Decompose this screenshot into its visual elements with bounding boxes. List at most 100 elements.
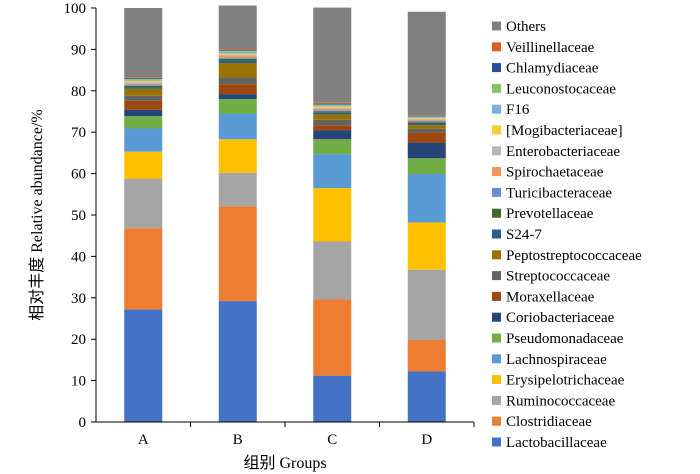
y-axis-title: 相对丰度 Relative abundance/% bbox=[28, 109, 46, 321]
legend-label: Prevotellaceae bbox=[506, 206, 594, 222]
legend-swatch bbox=[492, 208, 501, 218]
bar-segment-d-s24-7 bbox=[407, 123, 446, 126]
bar-segment-b-s24-7 bbox=[218, 60, 257, 64]
x-tick-label-b: B bbox=[233, 432, 243, 448]
bar-segment-d-streptococcaceae bbox=[407, 128, 446, 133]
legend-label: Pseudomonadaceae bbox=[506, 331, 624, 347]
legend-label: Enterobacteriaceae bbox=[506, 144, 620, 160]
y-tick-label: 70 bbox=[71, 125, 86, 141]
bar-segment-a-moraxellaceae bbox=[124, 100, 163, 110]
bar-segment-d-moraxellaceae bbox=[407, 132, 446, 143]
bar-segment-a-lachnospiraceae bbox=[124, 128, 163, 152]
bar-segment-b-turicibacteraceae bbox=[218, 57, 257, 59]
bar-segment-a-prevotellaceae bbox=[124, 85, 163, 88]
bar-segment-c-coriobacteriaceae bbox=[313, 130, 352, 140]
y-tick-label: 0 bbox=[79, 415, 87, 431]
bar-segment-c-others bbox=[313, 7, 352, 103]
bar-segment-a-lactobacillaceae bbox=[124, 309, 163, 422]
bar-segment-a-pseudomonadaceae bbox=[124, 116, 163, 129]
legend-label: Veillinellaceae bbox=[506, 40, 595, 56]
bar-segment-b-veillinellaceae bbox=[218, 48, 257, 50]
legend: Others Veillinellaceae Chlamydiaceae Leucon… bbox=[492, 19, 642, 451]
x-ticks: A B C D bbox=[138, 422, 475, 448]
legend-swatch bbox=[492, 187, 501, 197]
legend-swatch bbox=[492, 167, 501, 177]
bar-segment-a-f16 bbox=[124, 79, 163, 81]
bar-segment-a-peptostreptococcaceae bbox=[124, 88, 163, 96]
y-tick-label: 20 bbox=[71, 332, 86, 348]
bar-segment-a-turicibacteraceae bbox=[124, 84, 163, 86]
bar-segment-a-spirochaetaceae bbox=[124, 83, 163, 85]
bar-segment-a-coriobacteriaceae bbox=[124, 109, 163, 117]
legend-swatch bbox=[492, 354, 501, 364]
bar-segment-a-ruminococcaceae bbox=[124, 178, 163, 229]
bar-segment-b-lachnospiraceae bbox=[218, 113, 257, 140]
bar-segment-b-prevotellaceae bbox=[218, 58, 257, 61]
bar-segment-b-mogibacteriaceae bbox=[218, 53, 257, 55]
bar-segment-c-prevotellaceae bbox=[313, 111, 352, 113]
legend-swatch bbox=[492, 21, 501, 31]
legend-label: Ruminococcaceae bbox=[506, 393, 615, 409]
legend-swatch bbox=[492, 83, 501, 93]
bar-segment-a-streptococcaceae bbox=[124, 95, 163, 101]
bar-segment-a-enterobacteriaceae bbox=[124, 82, 163, 84]
bar-segment-c-chlamydiaceae bbox=[313, 103, 352, 105]
legend-swatch bbox=[492, 125, 501, 135]
bar-segment-d-f16 bbox=[407, 117, 446, 119]
bar-segment-a-chlamydiaceae bbox=[124, 77, 163, 79]
bar-segment-d-spirochaetaceae bbox=[407, 119, 446, 122]
y-tick-label: 60 bbox=[71, 167, 86, 183]
bar-segment-c-ruminococcaceae bbox=[313, 241, 352, 300]
legend-swatch bbox=[492, 42, 501, 52]
bar-segment-c-lactobacillaceae bbox=[313, 375, 352, 422]
legend-swatch bbox=[492, 250, 501, 260]
legend-label: Erysipelotrichaceae bbox=[506, 373, 625, 389]
x-axis-title: 组别 Groups bbox=[243, 454, 326, 472]
legend-swatch bbox=[492, 416, 501, 426]
legend-label: Lachnospiraceae bbox=[506, 352, 607, 368]
legend-label: Coriobacteriaceae bbox=[506, 310, 615, 326]
bar-segment-d-coriobacteriaceae bbox=[407, 142, 446, 159]
bar-segment-b-leuconostocaceae bbox=[218, 50, 257, 52]
bar-segment-d-turicibacteraceae bbox=[407, 121, 446, 123]
legend-label: Clostridiaceae bbox=[506, 414, 592, 430]
legend-swatch bbox=[492, 395, 501, 405]
bar-segment-c-erysipelotrichaceae bbox=[313, 188, 352, 242]
bar-segment-d-pseudomonadaceae bbox=[407, 158, 446, 175]
bar-segment-c-streptococcaceae bbox=[313, 119, 352, 126]
bar-segment-b-peptostreptococcaceae bbox=[218, 63, 257, 78]
legend-label: Streptococcaceae bbox=[506, 269, 610, 285]
bar-segment-d-lachnospiraceae bbox=[407, 174, 446, 223]
bar-segment-b-others bbox=[218, 5, 257, 49]
legend-label: Leuconostocaceae bbox=[506, 81, 616, 97]
bar-segment-a-erysipelotrichaceae bbox=[124, 151, 163, 179]
legend-label: Lactobacillaceae bbox=[506, 435, 607, 451]
bar-segment-b-spirochaetaceae bbox=[218, 56, 257, 58]
bar-segment-b-chlamydiaceae bbox=[218, 49, 257, 51]
bar-segment-c-spirochaetaceae bbox=[313, 109, 352, 111]
bar-segment-d-lactobacillaceae bbox=[407, 371, 446, 422]
y-tick-label: 90 bbox=[71, 42, 86, 58]
legend-label: Peptostreptococcaceae bbox=[506, 248, 642, 264]
legend-swatch bbox=[492, 333, 501, 343]
bar-segment-b-moraxellaceae bbox=[218, 84, 257, 95]
x-tick-label-d: D bbox=[421, 432, 432, 448]
y-ticks: 0 10 20 30 40 50 60 70 80 90 100 bbox=[64, 1, 96, 431]
bar-segment-c-s24-7 bbox=[313, 112, 352, 115]
legend-swatch bbox=[492, 312, 501, 322]
bar-segment-a-veillinellaceae bbox=[124, 77, 163, 78]
legend-label: F16 bbox=[506, 102, 530, 118]
bar-segment-d-enterobacteriaceae bbox=[407, 118, 446, 120]
bar-segment-d-peptostreptococcaceae bbox=[407, 125, 446, 129]
bar-segment-d-mogibacteriaceae bbox=[407, 118, 446, 119]
bar-segment-b-ruminococcaceae bbox=[218, 172, 257, 207]
legend-swatch bbox=[492, 63, 501, 73]
bar-segment-c-clostridiaceae bbox=[313, 299, 352, 376]
bar-segment-d-ruminococcaceae bbox=[407, 269, 446, 341]
bar-segment-c-veillinellaceae bbox=[313, 102, 352, 104]
bar-segment-c-moraxellaceae bbox=[313, 125, 352, 131]
y-tick-label: 50 bbox=[71, 208, 86, 224]
bar-segment-b-streptococcaceae bbox=[218, 77, 257, 85]
